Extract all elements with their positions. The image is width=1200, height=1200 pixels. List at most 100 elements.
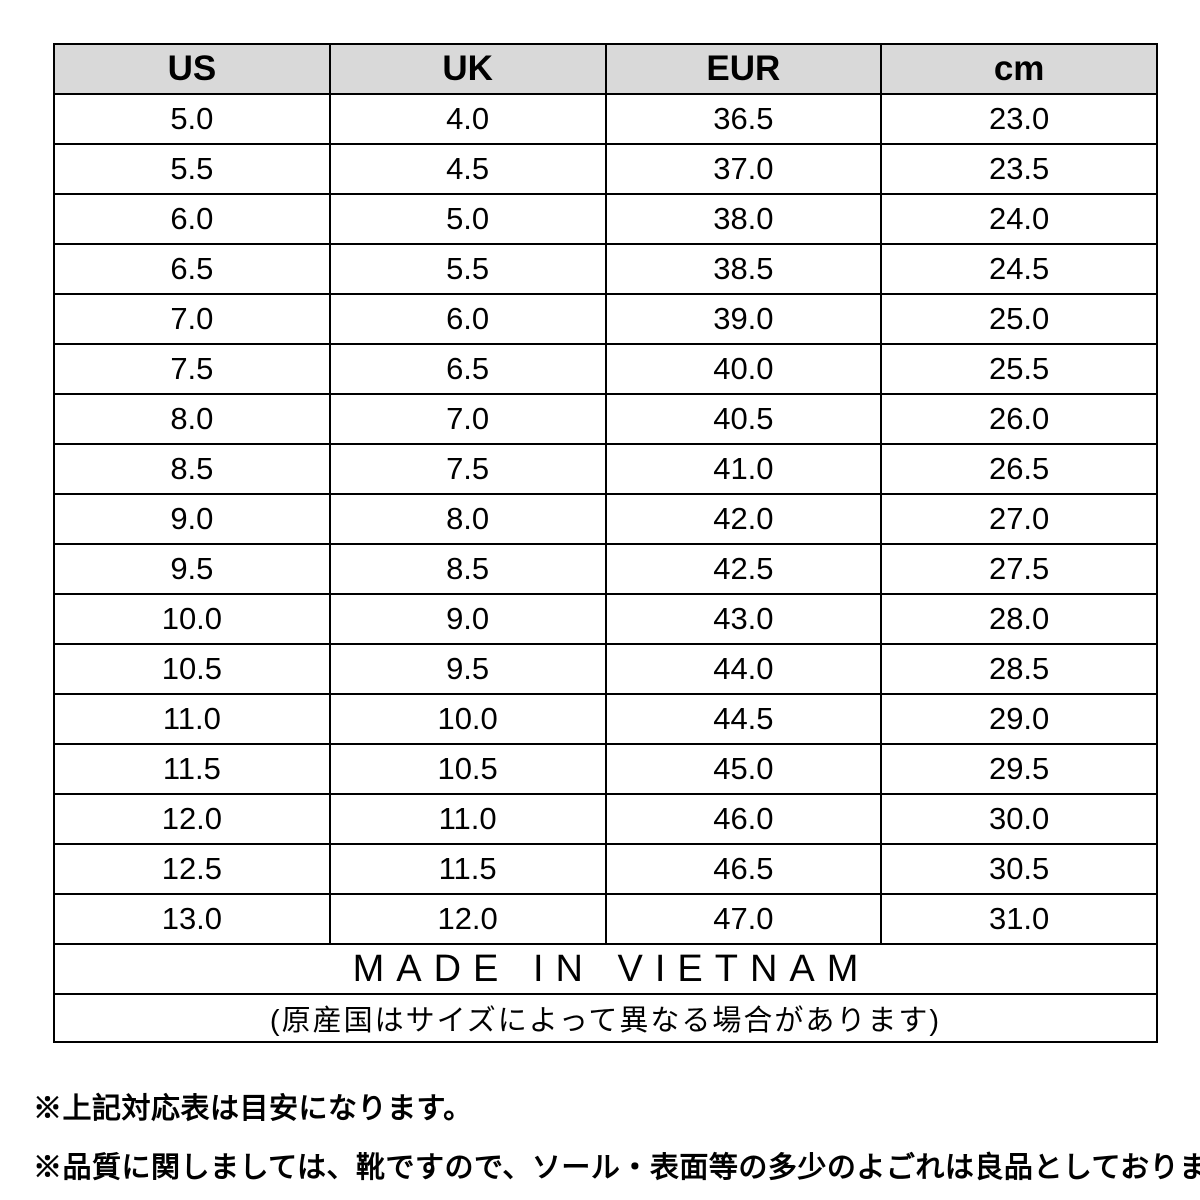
size-cell-us: 5.0 <box>53 93 331 145</box>
size-cell-eur: 37.0 <box>604 143 883 195</box>
size-cell-uk: 4.0 <box>328 93 607 145</box>
size-cell-eur: 46.0 <box>604 793 883 845</box>
size-cell-cm: 30.5 <box>880 843 1158 895</box>
size-cell-cm: 31.0 <box>880 893 1158 945</box>
size-cell-us: 8.5 <box>53 443 331 495</box>
col-header-cm: cm <box>880 43 1158 95</box>
size-cell-cm: 25.5 <box>880 343 1158 395</box>
size-cell-eur: 41.0 <box>604 443 883 495</box>
size-cell-uk: 11.0 <box>328 793 607 845</box>
size-cell-uk: 7.0 <box>328 393 607 445</box>
size-cell-uk: 6.0 <box>328 293 607 345</box>
size-cell-cm: 23.0 <box>880 93 1158 145</box>
size-cell-eur: 47.0 <box>604 893 883 945</box>
size-cell-us: 11.5 <box>53 743 331 795</box>
size-cell-eur: 44.5 <box>604 693 883 745</box>
size-cell-uk: 4.5 <box>328 143 607 195</box>
size-cell-eur: 43.0 <box>604 593 883 645</box>
col-header-us: US <box>53 43 331 95</box>
header-row: US UK EUR cm <box>53 43 1158 95</box>
table-row: 12.5 11.5 46.5 30.5 <box>53 843 1158 895</box>
origin-note-row: (原産国はサイズによって異なる場合があります) <box>53 993 1158 1043</box>
size-cell-eur: 42.0 <box>604 493 883 545</box>
size-cell-uk: 11.5 <box>328 843 607 895</box>
size-cell-cm: 27.5 <box>880 543 1158 595</box>
size-cell-cm: 24.0 <box>880 193 1158 245</box>
table-row: 12.0 11.0 46.0 30.0 <box>53 793 1158 845</box>
size-cell-us: 9.0 <box>53 493 331 545</box>
table-row: 8.0 7.0 40.5 26.0 <box>53 393 1158 445</box>
size-cell-cm: 24.5 <box>880 243 1158 295</box>
size-cell-cm: 29.0 <box>880 693 1158 745</box>
size-conversion-table: US UK EUR cm 5.0 4.0 36.5 23.0 5.5 4.5 37.0 23.… <box>53 43 1158 1043</box>
size-cell-us: 9.5 <box>53 543 331 595</box>
size-cell-uk: 5.0 <box>328 193 607 245</box>
size-cell-eur: 40.5 <box>604 393 883 445</box>
size-cell-uk: 8.5 <box>328 543 607 595</box>
size-cell-cm: 26.0 <box>880 393 1158 445</box>
size-cell-uk: 9.5 <box>328 643 607 695</box>
size-table-body: 5.0 4.0 36.5 23.0 5.5 4.5 37.0 23.5 6.0 5.0 38.0 24… <box>53 93 1158 945</box>
size-cell-us: 6.5 <box>53 243 331 295</box>
col-header-uk: UK <box>328 43 607 95</box>
size-cell-us: 8.0 <box>53 393 331 445</box>
table-row: 10.0 9.0 43.0 28.0 <box>53 593 1158 645</box>
made-in-row: MADE IN VIETNAM <box>53 943 1158 995</box>
size-cell-uk: 8.0 <box>328 493 607 545</box>
size-cell-cm: 27.0 <box>880 493 1158 545</box>
size-cell-us: 7.5 <box>53 343 331 395</box>
size-cell-eur: 38.5 <box>604 243 883 295</box>
table-row: 6.0 5.0 38.0 24.0 <box>53 193 1158 245</box>
origin-note-label: (原産国はサイズによって異なる場合があります) <box>53 993 1158 1043</box>
size-cell-uk: 10.5 <box>328 743 607 795</box>
size-cell-cm: 28.5 <box>880 643 1158 695</box>
size-cell-us: 7.0 <box>53 293 331 345</box>
size-cell-eur: 44.0 <box>604 643 883 695</box>
size-cell-uk: 10.0 <box>328 693 607 745</box>
size-cell-us: 12.0 <box>53 793 331 845</box>
table-row: 5.0 4.0 36.5 23.0 <box>53 93 1158 145</box>
size-cell-uk: 9.0 <box>328 593 607 645</box>
table-row: 11.0 10.0 44.5 29.0 <box>53 693 1158 745</box>
size-cell-uk: 6.5 <box>328 343 607 395</box>
table-row: 7.0 6.0 39.0 25.0 <box>53 293 1158 345</box>
table-row: 9.0 8.0 42.0 27.0 <box>53 493 1158 545</box>
size-cell-uk: 7.5 <box>328 443 607 495</box>
col-header-eur: EUR <box>604 43 883 95</box>
size-cell-cm: 26.5 <box>880 443 1158 495</box>
size-cell-cm: 28.0 <box>880 593 1158 645</box>
size-cell-cm: 25.0 <box>880 293 1158 345</box>
size-cell-uk: 5.5 <box>328 243 607 295</box>
size-cell-us: 11.0 <box>53 693 331 745</box>
size-cell-cm: 30.0 <box>880 793 1158 845</box>
size-cell-cm: 23.5 <box>880 143 1158 195</box>
size-cell-us: 5.5 <box>53 143 331 195</box>
table-row: 6.5 5.5 38.5 24.5 <box>53 243 1158 295</box>
table-row: 11.5 10.5 45.0 29.5 <box>53 743 1158 795</box>
size-cell-eur: 45.0 <box>604 743 883 795</box>
table-row: 7.5 6.5 40.0 25.5 <box>53 343 1158 395</box>
table-row: 10.5 9.5 44.0 28.5 <box>53 643 1158 695</box>
table-row: 5.5 4.5 37.0 23.5 <box>53 143 1158 195</box>
size-cell-us: 12.5 <box>53 843 331 895</box>
table-row: 8.5 7.5 41.0 26.5 <box>53 443 1158 495</box>
size-cell-eur: 46.5 <box>604 843 883 895</box>
size-cell-cm: 29.5 <box>880 743 1158 795</box>
size-cell-us: 10.0 <box>53 593 331 645</box>
size-cell-us: 10.5 <box>53 643 331 695</box>
note-guideline: ※上記対応表は目安になります。 <box>33 1093 473 1125</box>
size-cell-us: 13.0 <box>53 893 331 945</box>
size-cell-eur: 42.5 <box>604 543 883 595</box>
table-row: 13.0 12.0 47.0 31.0 <box>53 893 1158 945</box>
size-cell-eur: 36.5 <box>604 93 883 145</box>
size-cell-uk: 12.0 <box>328 893 607 945</box>
footnotes: ※上記対応表は目安になります。 ※品質に関しましては、靴ですので、ソール・表面等… <box>33 1085 1200 1200</box>
made-in-label: MADE IN VIETNAM <box>53 943 1158 995</box>
size-cell-eur: 39.0 <box>604 293 883 345</box>
table-row: 9.5 8.5 42.5 27.5 <box>53 543 1158 595</box>
size-cell-eur: 40.0 <box>604 343 883 395</box>
size-cell-us: 6.0 <box>53 193 331 245</box>
size-cell-eur: 38.0 <box>604 193 883 245</box>
note-quality: ※品質に関しましては、靴ですので、ソール・表面等の多少のよごれは良品としておりま… <box>33 1152 1200 1184</box>
